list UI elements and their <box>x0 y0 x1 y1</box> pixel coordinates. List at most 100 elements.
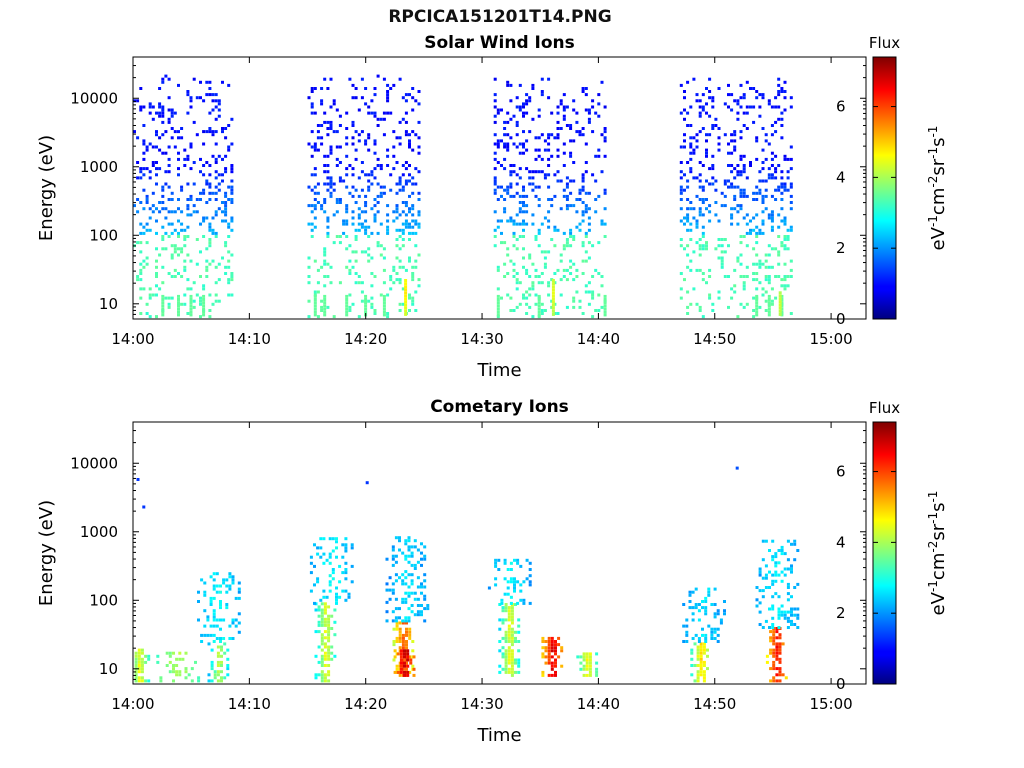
data-cell <box>515 278 519 282</box>
cluster-cell <box>426 604 430 607</box>
cluster-cell <box>231 621 235 625</box>
cluster-cell <box>554 640 557 643</box>
cluster-cell <box>771 539 775 543</box>
cluster-cell <box>423 594 427 598</box>
data-cell <box>565 185 569 189</box>
data-cell <box>401 265 405 269</box>
data-cell <box>307 315 311 319</box>
data-cell <box>701 127 705 130</box>
data-cell <box>493 235 497 238</box>
data-cell <box>553 173 557 177</box>
cluster-cell <box>595 667 599 671</box>
data-cell <box>136 198 140 201</box>
data-cell <box>199 198 202 201</box>
data-cell <box>752 216 756 220</box>
data-cell <box>603 222 607 226</box>
data-cell <box>354 188 358 192</box>
data-cell <box>214 265 218 269</box>
cluster-cell <box>385 582 389 586</box>
data-cell <box>597 102 601 106</box>
data-cell <box>326 154 330 158</box>
data-cell <box>161 111 165 115</box>
data-cell <box>733 167 737 171</box>
data-cell <box>158 167 162 171</box>
cluster-cell <box>547 636 551 640</box>
data-cell <box>503 198 507 201</box>
cluster-cell <box>320 620 324 624</box>
data-cell <box>326 219 330 223</box>
cluster-cell <box>510 643 514 647</box>
cluster-cell <box>510 670 514 674</box>
data-cell <box>357 133 361 137</box>
data-cell <box>705 102 708 106</box>
data-cell <box>733 284 737 288</box>
x-tick-label: 15:00 <box>809 695 852 713</box>
data-cell <box>565 182 569 186</box>
data-cell <box>411 213 415 217</box>
data-cell <box>496 315 500 319</box>
cluster-cell <box>322 552 326 556</box>
cluster-cell <box>498 670 502 674</box>
data-cell <box>758 281 762 285</box>
data-cell <box>139 108 143 112</box>
data-cell <box>689 222 693 226</box>
data-cell <box>208 238 212 241</box>
cluster-cell <box>317 630 321 634</box>
data-cell <box>770 133 774 137</box>
data-cell <box>717 148 721 152</box>
cluster-cell <box>719 618 723 622</box>
data-cell <box>594 179 598 183</box>
data-cell <box>717 142 721 146</box>
cluster-cell <box>175 664 179 667</box>
data-cell <box>522 102 525 106</box>
data-cell <box>329 265 333 269</box>
data-cell <box>783 157 787 161</box>
data-cell <box>711 302 715 306</box>
cluster-cell <box>405 661 408 665</box>
cluster-cell <box>778 673 782 677</box>
data-cell <box>540 90 544 93</box>
data-cell <box>701 188 705 192</box>
data-cell <box>758 170 762 174</box>
cluster-cell <box>771 604 775 608</box>
data-cell <box>161 265 165 269</box>
data-cell <box>167 185 171 189</box>
data-cell <box>522 151 525 155</box>
cluster-cell <box>407 594 411 598</box>
data-cell <box>170 111 174 115</box>
cluster-cell <box>344 577 348 581</box>
data-cell <box>142 207 146 211</box>
data-cell <box>411 148 415 152</box>
data-cell <box>562 275 566 278</box>
data-cell <box>161 207 165 211</box>
data-cell <box>695 241 699 245</box>
data-cell <box>167 117 171 121</box>
data-cell <box>142 142 146 146</box>
data-cell <box>540 93 544 97</box>
data-cell <box>755 139 759 143</box>
data-cell <box>500 139 503 143</box>
data-cell <box>398 176 402 180</box>
data-cell <box>733 145 737 149</box>
data-cell <box>581 213 585 217</box>
cluster-cell <box>547 652 551 656</box>
data-cell <box>177 83 180 87</box>
data-cell <box>167 296 171 300</box>
data-cell <box>581 312 585 315</box>
data-cell <box>357 216 361 220</box>
peak-cell <box>551 312 555 316</box>
cluster-cell <box>323 654 327 658</box>
data-cell <box>354 238 358 241</box>
data-cell <box>780 244 784 248</box>
cluster-cell <box>504 649 508 653</box>
data-cell <box>717 219 721 223</box>
data-cell <box>161 281 165 285</box>
data-cell <box>562 268 566 272</box>
cluster-cell <box>327 673 331 677</box>
data-cell <box>316 182 320 186</box>
data-cell <box>161 310 165 314</box>
cluster-cell <box>514 640 517 643</box>
data-cell <box>224 207 228 211</box>
data-cell <box>177 294 180 298</box>
data-cell <box>342 179 346 183</box>
